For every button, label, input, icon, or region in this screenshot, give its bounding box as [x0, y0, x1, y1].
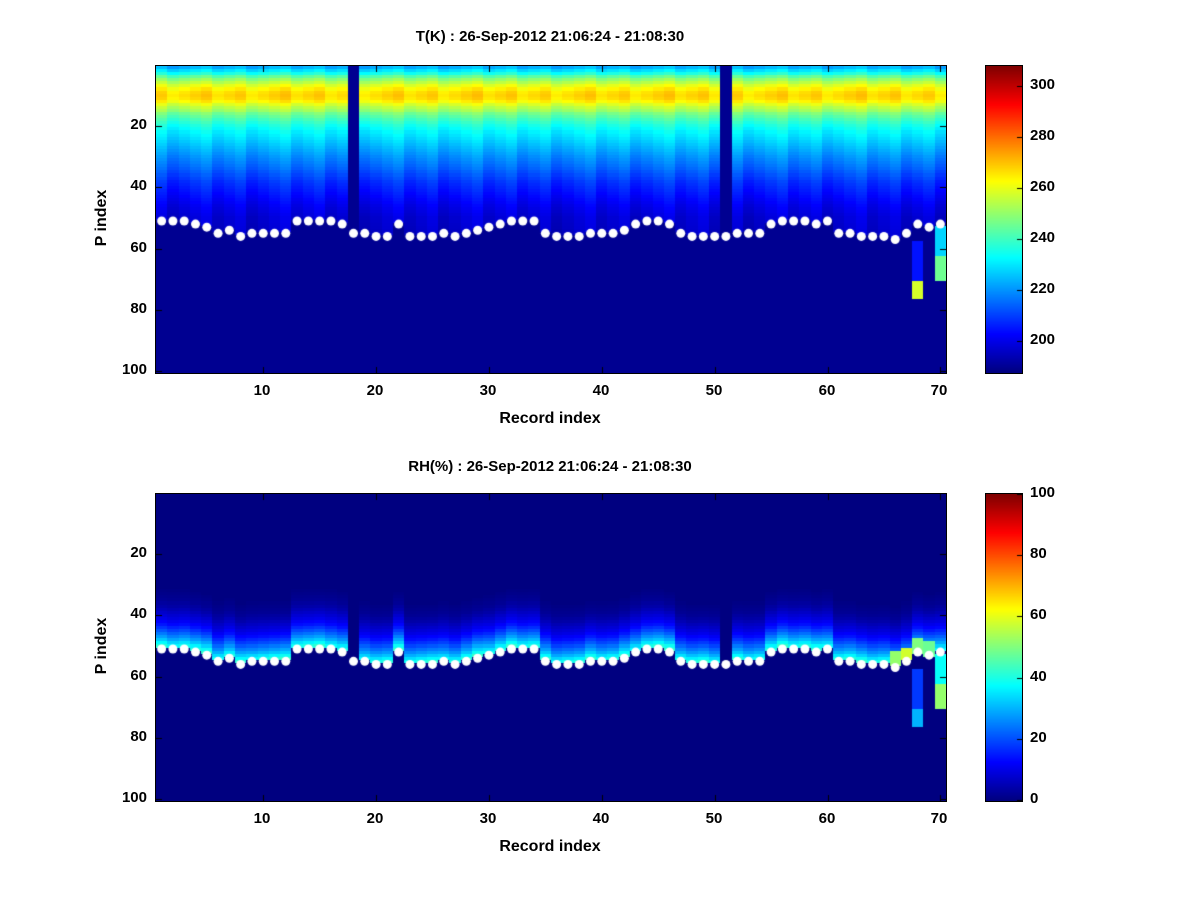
x-tick-label: 60 [818, 382, 836, 399]
y-tick-label: 40 [130, 177, 147, 194]
y-tick-label: 100 [121, 789, 147, 806]
temp-x-axis-label: Record index [499, 410, 601, 427]
colorbar-tick-label: 20 [1030, 729, 1047, 746]
x-tick-label: 20 [366, 810, 384, 827]
colorbar-tick-label: 240 [1030, 229, 1056, 246]
colorbar-tick-label: 220 [1030, 280, 1056, 297]
y-tick-label: 20 [130, 544, 147, 561]
temp-y-axis-label: P index [93, 189, 110, 247]
colorbar-tick-label: 40 [1030, 668, 1047, 685]
x-tick-label: 50 [705, 382, 723, 399]
x-tick-label: 20 [366, 382, 384, 399]
x-tick-label: 50 [705, 810, 723, 827]
colorbar-tick-label: 80 [1030, 545, 1047, 562]
x-tick-label: 40 [592, 382, 610, 399]
y-tick-label: 20 [130, 116, 147, 133]
temp-colorbar [985, 65, 1023, 374]
x-tick-label: 70 [930, 382, 948, 399]
rh-x-axis-label: Record index [499, 838, 601, 855]
rh-heatmap [155, 493, 947, 802]
x-tick-label: 10 [253, 810, 271, 827]
rh-y-axis-label: P index [93, 617, 110, 675]
rh-colorbar [985, 493, 1023, 802]
x-tick-label: 10 [253, 382, 271, 399]
x-tick-label: 40 [592, 810, 610, 827]
x-tick-label: 30 [479, 382, 497, 399]
x-tick-label: 60 [818, 810, 836, 827]
y-tick-label: 40 [130, 605, 147, 622]
colorbar-tick-label: 100 [1030, 484, 1056, 501]
rh-chart-title: RH(%) : 26-Sep-2012 21:06:24 - 21:08:30 [408, 458, 692, 475]
y-tick-label: 100 [121, 361, 147, 378]
x-tick-label: 70 [930, 810, 948, 827]
y-tick-label: 80 [130, 728, 147, 745]
y-tick-label: 60 [130, 239, 147, 256]
colorbar-tick-label: 0 [1030, 790, 1039, 807]
colorbar-tick-label: 200 [1030, 331, 1056, 348]
colorbar-tick-label: 300 [1030, 76, 1056, 93]
colorbar-tick-label: 260 [1030, 178, 1056, 195]
temp-chart-title: T(K) : 26-Sep-2012 21:06:24 - 21:08:30 [415, 28, 685, 45]
y-tick-label: 60 [130, 667, 147, 684]
colorbar-tick-label: 60 [1030, 606, 1047, 623]
y-tick-label: 80 [130, 300, 147, 317]
colorbar-tick-label: 280 [1030, 127, 1056, 144]
temp-heatmap [155, 65, 947, 374]
x-tick-label: 30 [479, 810, 497, 827]
